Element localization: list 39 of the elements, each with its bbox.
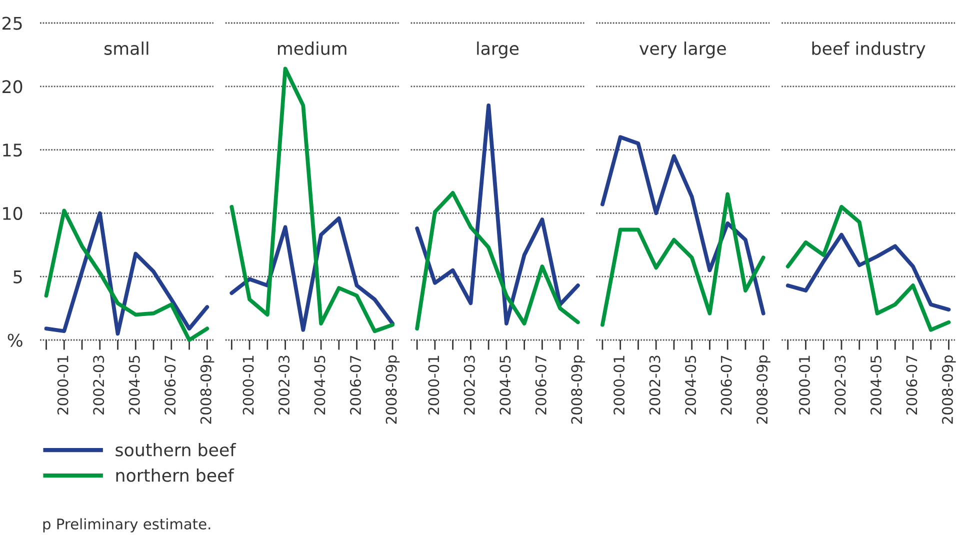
x-tick-label: 2000-01	[798, 356, 810, 414]
x-tick-label: 2004-05	[685, 356, 696, 414]
x-tick-label: 2002-03	[649, 356, 660, 414]
x-tick-label: 2008-09p	[942, 355, 956, 424]
x-tick-label: 2006-07	[720, 356, 732, 414]
text: large	[477, 42, 519, 58]
x-tick-label: 2006-07	[535, 356, 546, 414]
x-tick-label: 2004-05	[314, 356, 326, 414]
y-tick-label: 15	[3, 144, 22, 157]
x-tick-label: 2006-07	[906, 356, 918, 414]
text: very large	[639, 42, 726, 58]
x-tick-label: 2006-07	[350, 356, 362, 414]
x-tick-label: 2006-07	[164, 356, 176, 414]
text: medium	[278, 42, 346, 55]
y-tick-label: 25	[2, 16, 22, 30]
text: beef industry	[812, 42, 926, 58]
legend-label: southern beef	[116, 442, 236, 456]
x-tick-label: 2000-01	[614, 356, 625, 414]
x-tick-label: 2002-03	[464, 356, 475, 414]
text: p Preliminary estimate.	[43, 518, 210, 532]
x-tick-label: 2000-01	[57, 356, 68, 414]
x-tick-label: 2008-09p	[386, 355, 400, 424]
x-tick-label: 2002-03	[93, 356, 104, 414]
y-tick-label: 20	[2, 80, 22, 94]
x-tick-label: 2002-03	[834, 356, 846, 414]
x-tick-label: 2004-05	[870, 356, 882, 414]
x-tick-label: 2000-01	[428, 356, 440, 414]
x-tick-label: 2008-09p	[200, 355, 214, 424]
x-tick-label: 2008-09p	[571, 355, 585, 424]
x-tick-label: 2008-09p	[756, 355, 770, 424]
text: small	[104, 42, 148, 55]
y-tick-label: %	[8, 334, 22, 347]
x-tick-label: 2002-03	[278, 356, 290, 414]
legend-label: northern beef	[116, 468, 234, 482]
x-tick-label: 2000-01	[242, 356, 254, 414]
y-tick-label: 5	[14, 270, 22, 284]
y-tick-label: 10	[3, 206, 22, 220]
x-tick-label: 2004-05	[500, 356, 511, 414]
x-tick-label: 2004-05	[128, 356, 140, 414]
